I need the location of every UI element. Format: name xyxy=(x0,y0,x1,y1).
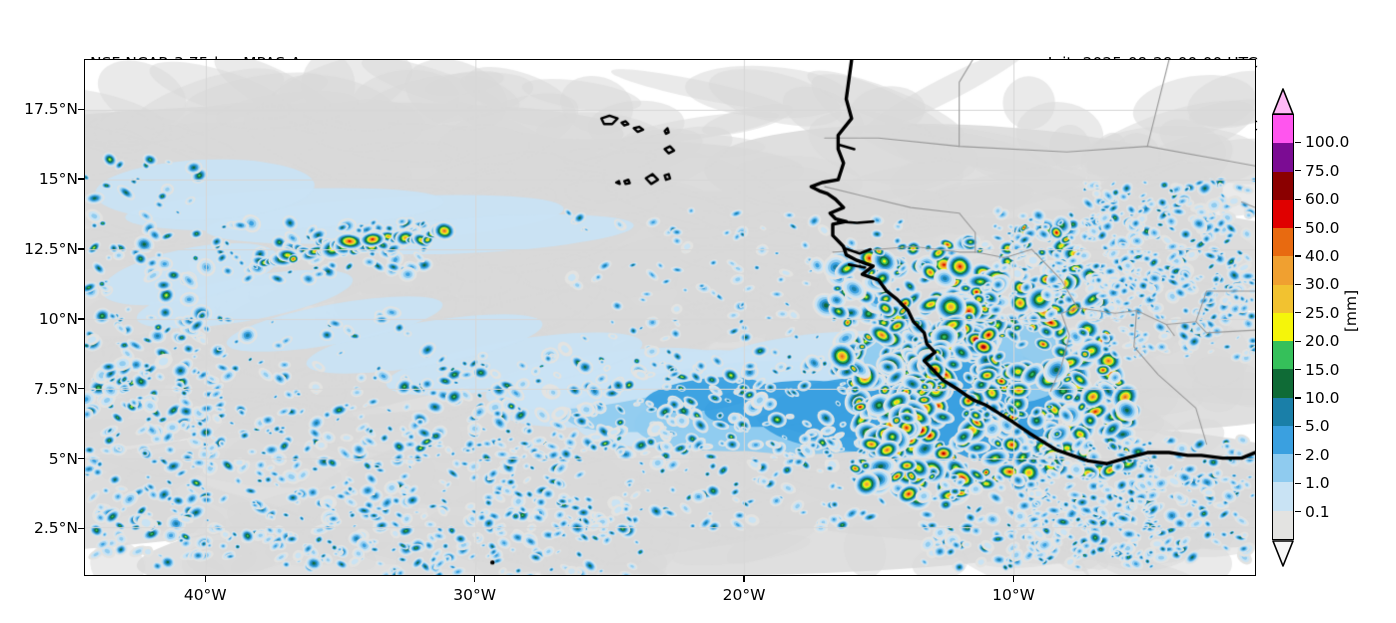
colorbar-tick-label: 1.0 xyxy=(1305,474,1330,493)
y-axis-tick-label: 5°N xyxy=(48,449,78,468)
colorbar-tick-mark xyxy=(1295,255,1301,257)
colorbar-segment xyxy=(1273,143,1293,172)
colorbar-tick-label: 30.0 xyxy=(1305,275,1340,294)
colorbar-tick-label: 10.0 xyxy=(1305,389,1340,407)
colorbar-tick-label: 2.0 xyxy=(1305,445,1330,464)
colorbar-tick-label: 15.0 xyxy=(1305,360,1340,379)
colorbar-unit-label: [mm] xyxy=(1342,289,1360,333)
colorbar-tick-label: 100.0 xyxy=(1305,133,1350,152)
y-axis-tick-mark xyxy=(78,457,84,460)
x-axis-tick-label: 40°W xyxy=(183,586,227,604)
x-axis-tick-mark xyxy=(1012,576,1015,582)
y-axis-tick-label: 2.5°N xyxy=(34,519,78,538)
colorbar-tick-mark xyxy=(1295,425,1301,428)
precipitation-map-canvas[interactable] xyxy=(85,60,1255,575)
colorbar-segment xyxy=(1273,425,1293,455)
colorbar-segment xyxy=(1273,397,1293,426)
colorbar-tick-mark xyxy=(1295,283,1301,286)
y-axis-tick-label: 17.5°N xyxy=(24,100,78,119)
y-axis-tick-mark xyxy=(78,178,84,180)
y-axis-tick-mark xyxy=(78,318,84,320)
colorbar-tick-mark xyxy=(1295,170,1301,172)
colorbar-tick-mark xyxy=(1295,454,1301,456)
colorbar-segment xyxy=(1273,341,1293,370)
x-axis-tick-label: 30°W xyxy=(453,586,497,604)
x-axis-tick-label: 20°W xyxy=(722,586,766,604)
colorbar-tick-mark xyxy=(1295,482,1301,484)
y-axis-tick-mark xyxy=(78,388,84,390)
y-axis-tick-label: 12.5°N xyxy=(24,240,78,259)
colorbar-tick-mark xyxy=(1295,312,1301,314)
colorbar-segment xyxy=(1273,256,1293,285)
precipitation-map-panel[interactable] xyxy=(84,59,1256,576)
colorbar-tick-label: 40.0 xyxy=(1305,247,1340,265)
colorbar-tick-mark xyxy=(1295,226,1301,229)
colorbar-tick-label: 25.0 xyxy=(1305,303,1340,322)
colorbar-segment xyxy=(1273,284,1293,313)
y-axis-tick-mark xyxy=(78,108,84,110)
colorbar-tick-label: 60.0 xyxy=(1305,190,1340,209)
colorbar-tick-mark xyxy=(1295,368,1301,371)
y-axis-tick-label: 7.5°N xyxy=(34,379,78,398)
colorbar-segment xyxy=(1273,312,1293,342)
colorbar-segment xyxy=(1273,228,1293,257)
y-axis-tick-mark xyxy=(78,527,84,530)
colorbar-segment xyxy=(1273,454,1293,483)
x-axis-tick-label: 10°W xyxy=(992,586,1035,604)
x-axis-tick-mark xyxy=(204,576,206,582)
colorbar[interactable]: 100.0 75.0 60.0 50.0 40.0 30.0 25.0 20.0 15.0 10.… xyxy=(1272,88,1349,567)
colorbar-tick-mark xyxy=(1295,141,1301,144)
colorbar-tick-mark xyxy=(1295,340,1301,342)
x-axis-tick-mark xyxy=(473,576,476,582)
colorbar-tick-label: 50.0 xyxy=(1305,218,1340,237)
colorbar-over-arrow xyxy=(1272,88,1294,115)
y-axis-tick-label: 15°N xyxy=(38,170,78,189)
colorbar-segment xyxy=(1273,171,1293,200)
colorbar-tick-mark xyxy=(1295,510,1301,513)
colorbar-tick-label: 5.0 xyxy=(1305,417,1330,436)
colorbar-under-arrow xyxy=(1272,540,1294,567)
colorbar-tick-mark xyxy=(1295,198,1301,200)
colorbar-tick-label: 0.1 xyxy=(1305,502,1330,521)
colorbar-segment xyxy=(1273,510,1293,539)
x-axis-tick-mark xyxy=(743,576,745,582)
y-axis-tick-mark xyxy=(78,248,84,250)
colorbar-segment xyxy=(1273,115,1293,144)
colorbar-tick-mark xyxy=(1295,397,1301,399)
colorbar-segment xyxy=(1273,482,1293,511)
colorbar-segment xyxy=(1273,199,1293,229)
colorbar-gradient xyxy=(1272,114,1294,540)
y-axis-tick-label: 10°N xyxy=(38,309,78,328)
colorbar-tick-label: 75.0 xyxy=(1305,161,1340,180)
colorbar-tick-label: 20.0 xyxy=(1305,332,1340,351)
colorbar-segment xyxy=(1273,369,1293,398)
